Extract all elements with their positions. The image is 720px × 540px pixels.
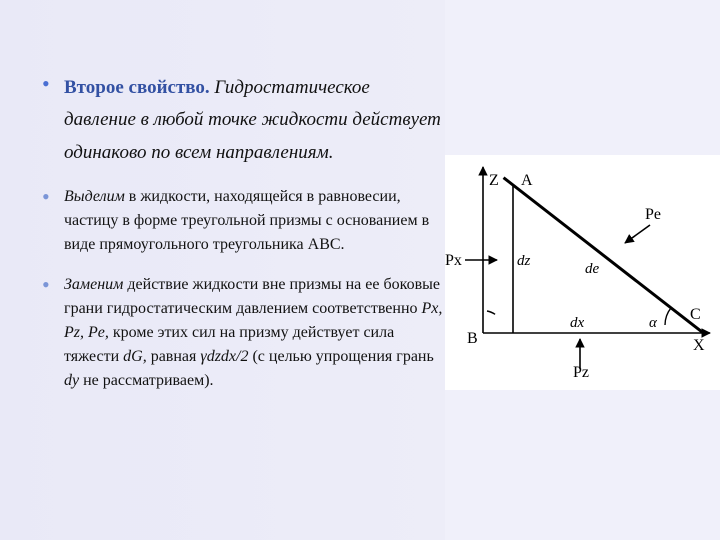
svg-text:Z: Z [489,172,499,189]
diagram-column: Z A B CX Pe Px Pz dz de dx α [445,0,720,540]
svg-text:de: de [585,261,600,277]
bullet-3-dy: dy [64,372,79,389]
bullet-1-lead: Второе свойство. [64,77,210,98]
svg-text:A: A [521,172,533,189]
bullet-3-body-e: не рассматриваем). [79,372,213,389]
svg-text:α: α [649,315,658,331]
svg-text:Px: Px [445,252,462,269]
bullet-3-body-d: (с целью упрощения грань [248,348,433,365]
bullet-item-3: Заменим действие жидкости вне призмы на … [30,273,445,393]
triangle-diagram: Z A B CX Pe Px Pz dz de dx α [445,155,720,390]
text-column: Второе свойство. Гидростатическое давлен… [0,0,445,540]
bullet-3-gzdx: γdzdx/2 [200,348,248,365]
svg-text:C: C [690,306,701,323]
bullet-3-lead: Заменим [64,276,123,293]
svg-text:Pz: Pz [573,364,589,381]
bullet-item-1: Второе свойство. Гидростатическое давлен… [30,72,445,169]
bullet-3-body-c: равная [147,348,201,365]
svg-text:B: B [467,330,478,347]
svg-text:X: X [693,337,705,354]
bullet-item-2: Выделим в жидкости, находящейся в равнов… [30,185,445,257]
svg-text:dx: dx [570,315,585,331]
svg-text:Pe: Pe [645,206,661,223]
bullet-list: Второе свойство. Гидростатическое давлен… [30,72,445,393]
svg-text:dz: dz [517,253,531,269]
bullet-2-lead: Выделим [64,188,125,205]
bullet-3-dg: dG, [123,348,147,365]
